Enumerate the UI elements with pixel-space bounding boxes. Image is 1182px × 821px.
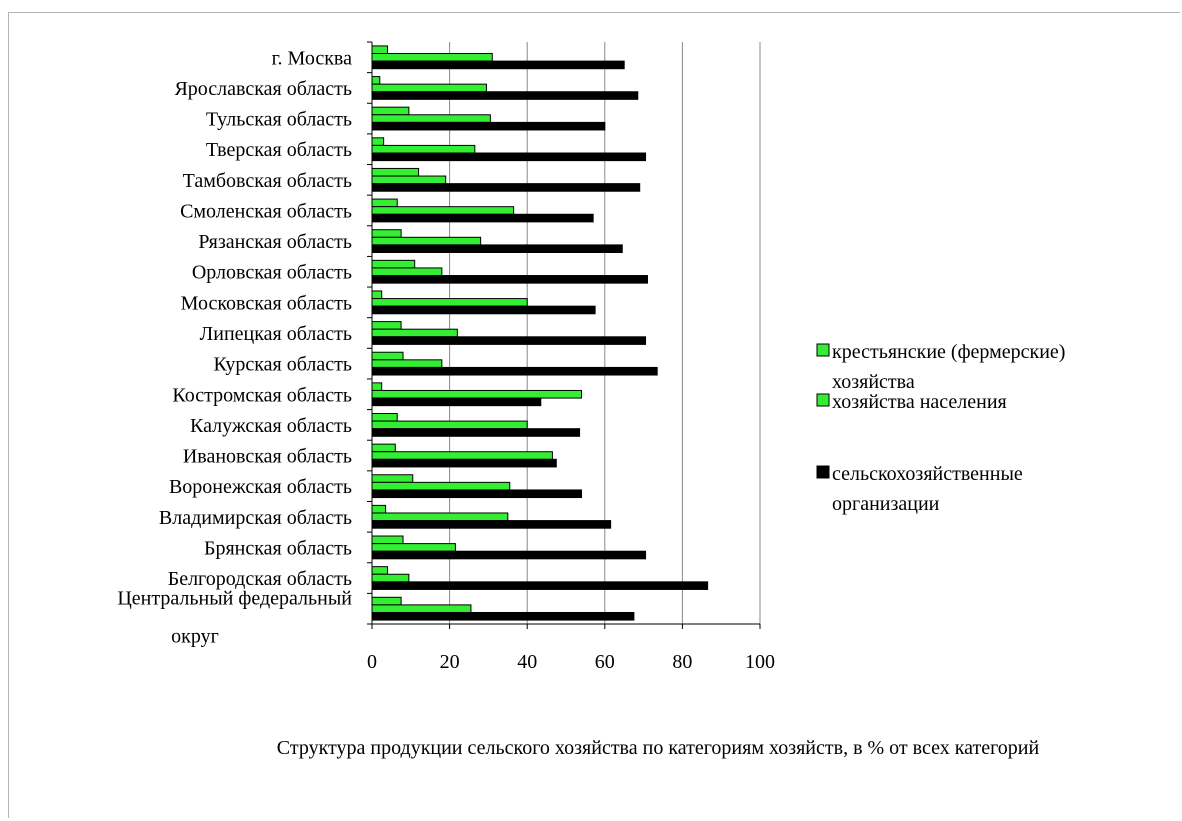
bar-series2-2: [371, 121, 606, 131]
legend-label-1: хозяйства населения: [832, 391, 1007, 413]
bar-series1-7: [371, 267, 443, 277]
legend-label-2-line2: организации: [832, 493, 940, 515]
bar-series2-9: [371, 336, 647, 345]
axes: [367, 41, 761, 629]
legend: крестьянские (фермерские) хозяйствахозяйс…: [816, 341, 1065, 515]
category-label-17: Белгородская область: [168, 568, 352, 590]
bar-series1-12: [371, 420, 528, 430]
category-label-4: Тамбовская область: [183, 170, 352, 192]
bar-series2-6: [371, 244, 623, 254]
bar-series0-13: [371, 443, 396, 453]
category-label-18-line2: округ: [171, 626, 219, 648]
bar-series0-14: [371, 474, 414, 483]
bar-series0-2: [371, 106, 410, 116]
bar-series1-5: [371, 206, 515, 215]
bar-series2-0: [371, 60, 625, 70]
bar-series0-10: [371, 351, 404, 361]
bar-series2-1: [371, 91, 639, 100]
bars: [371, 45, 709, 621]
bar-series2-7: [371, 275, 648, 284]
bar-series2-12: [371, 428, 581, 437]
bar-series2-15: [371, 520, 612, 529]
category-label-3: Тверская область: [206, 139, 352, 161]
category-label-11: Костромская область: [172, 384, 352, 406]
bar-series1-16: [371, 543, 456, 552]
legend-swatch-2: [816, 465, 830, 479]
category-label-1: Ярославская область: [174, 78, 352, 100]
bar-series0-18: [371, 596, 402, 606]
bar-series1-15: [371, 512, 509, 522]
bar-series1-13: [371, 451, 553, 460]
category-label-15: Владимирская область: [159, 507, 352, 529]
category-label-5: Смоленская область: [180, 200, 352, 222]
category-label-8: Московская область: [181, 292, 352, 314]
bar-series2-4: [371, 183, 641, 192]
bar-series0-9: [371, 321, 402, 330]
bar-series2-8: [371, 305, 596, 315]
bar-series1-9: [371, 328, 458, 338]
x-tick-label-80: 80: [672, 651, 692, 673]
bar-series1-2: [371, 114, 491, 123]
bar-series1-18: [371, 604, 472, 613]
bar-series2-11: [371, 397, 542, 407]
category-label-6: Рязанская область: [198, 231, 352, 253]
chart-title: Структура продукции сельского хозяйства …: [277, 737, 1040, 759]
bar-series0-6: [371, 229, 402, 238]
bar-series0-16: [371, 535, 404, 545]
category-label-18-line1: Центральный федеральный: [117, 588, 352, 610]
category-label-16: Брянская область: [204, 537, 352, 559]
bar-series1-6: [371, 236, 482, 246]
bar-series1-4: [371, 175, 447, 185]
legend-swatch-0: [816, 343, 830, 357]
bar-series0-12: [371, 412, 398, 422]
bar-series2-3: [371, 152, 647, 162]
category-label-0: г. Москва: [272, 47, 353, 69]
chart-frame: [8, 12, 1180, 818]
bar-series1-8: [371, 298, 528, 307]
x-tick-label-0: 0: [367, 651, 377, 673]
category-labels: г. Москва Ярославская область Тульская обл…: [117, 47, 352, 647]
bar-series0-5: [371, 198, 398, 208]
bar-series0-1: [371, 76, 381, 85]
category-label-9: Липецкая область: [200, 323, 352, 345]
bar-series1-1: [371, 83, 487, 93]
bar-series1-17: [371, 573, 410, 583]
x-tick-label-20: 20: [440, 651, 460, 673]
legend-label-2: сельскохозяйственные: [832, 463, 1023, 485]
bar-series2-14: [371, 489, 583, 499]
bar-series2-13: [371, 458, 557, 468]
bar-series1-10: [371, 359, 443, 368]
bar-series2-18: [371, 611, 635, 621]
bar-series1-11: [371, 389, 583, 399]
legend-label-0-line2: хозяйства: [832, 371, 915, 393]
bar-series1-14: [371, 481, 511, 491]
category-label-10: Курская область: [214, 354, 352, 376]
legend-label-0: крестьянские (фермерские): [832, 341, 1065, 363]
bar-series2-5: [371, 213, 594, 223]
bar-series0-4: [371, 167, 420, 177]
bar-series0-3: [371, 137, 385, 146]
x-tick-label-100: 100: [745, 651, 775, 673]
category-label-14: Воронежская область: [169, 476, 352, 498]
category-label-2: Тульская область: [206, 109, 352, 131]
x-tick-labels: 0 20 40 60 80 100: [367, 651, 775, 673]
bar-series1-0: [371, 53, 493, 62]
x-tick-label-40: 40: [517, 651, 537, 673]
bar-series0-0: [371, 45, 389, 55]
bar-series0-7: [371, 259, 416, 269]
legend-swatch-1: [816, 393, 830, 407]
bar-series0-15: [371, 504, 387, 514]
bar-series0-8: [371, 290, 383, 300]
category-label-7: Орловская область: [192, 262, 352, 284]
bar-series2-10: [371, 366, 658, 376]
bar-series1-3: [371, 144, 476, 154]
bar-series2-16: [371, 550, 647, 560]
bar-series2-17: [371, 581, 709, 590]
category-label-13: Ивановская область: [183, 446, 352, 468]
bar-series0-17: [371, 566, 389, 575]
x-tick-label-60: 60: [595, 651, 615, 673]
category-label-12: Калужская область: [190, 415, 352, 437]
bar-series0-11: [371, 382, 383, 391]
